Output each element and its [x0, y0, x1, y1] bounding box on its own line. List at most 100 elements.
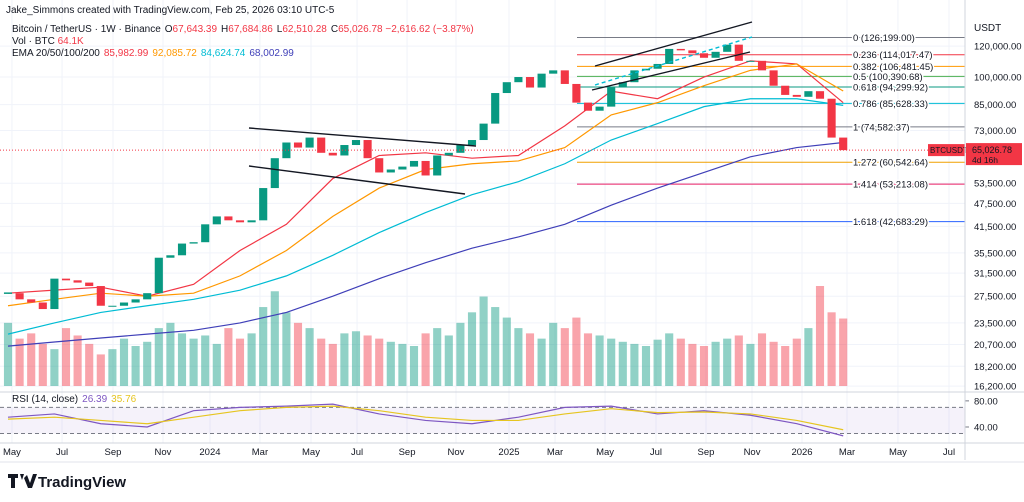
candle — [282, 142, 291, 159]
volume-bar — [305, 328, 314, 386]
volume-bar — [607, 338, 616, 386]
candle — [583, 102, 593, 111]
y-tick-label: 73,000.00 — [974, 126, 1016, 137]
volume-bar — [119, 338, 129, 386]
x-tick-label: Mar — [839, 447, 855, 458]
volume-bar — [224, 328, 233, 386]
volume-bar — [525, 333, 535, 386]
candle — [15, 293, 24, 300]
ema-value: 92,085.72 — [152, 48, 197, 59]
ohlc-key: L — [277, 24, 283, 35]
candle — [433, 155, 442, 176]
volume-bar — [154, 328, 163, 386]
ema-legend: EMA 20/50/100/200 85,982.99 92,085.72 84,62… — [12, 48, 294, 59]
x-tick-label: Jul — [943, 447, 955, 458]
x-tick-label: Mar — [252, 447, 268, 458]
volume-bar — [665, 333, 674, 386]
rsi-line — [7, 405, 844, 431]
candle — [514, 77, 523, 83]
y-tick-label: 120,000.00 — [974, 42, 1022, 53]
volume-bar — [688, 343, 697, 386]
ohlc-value: 67,643.39 — [173, 24, 218, 35]
volume-bar — [734, 335, 743, 386]
candle — [235, 220, 245, 223]
y-tick-label: 47,500.00 — [974, 199, 1016, 210]
candle — [27, 299, 36, 303]
volume-bar — [317, 338, 326, 386]
candle — [665, 48, 674, 64]
candle — [270, 158, 279, 189]
ohlc-value: 62,510.28 — [282, 24, 327, 35]
volume-bar — [282, 312, 291, 386]
x-tick-label: May — [3, 447, 21, 458]
volume-bar — [398, 343, 407, 386]
candle — [212, 216, 221, 225]
volume-bar — [293, 322, 303, 386]
fib-label: 0.618 (94,299.92) — [853, 82, 928, 93]
candle — [177, 243, 187, 256]
candle — [293, 142, 303, 148]
trend-line — [594, 21, 753, 67]
volume-bar — [827, 312, 836, 386]
candle — [595, 106, 604, 111]
candle — [398, 166, 407, 170]
volume-bar — [699, 346, 709, 386]
volume-bar — [421, 333, 430, 386]
candle — [618, 82, 627, 88]
candle — [572, 83, 581, 103]
volume-bar — [549, 322, 558, 386]
ema-line — [7, 98, 844, 335]
volume-legend: Vol · BTC 64.1K — [12, 36, 84, 47]
volume-bar — [815, 286, 825, 386]
x-tick-label: 2025 — [498, 447, 519, 458]
rsi-line — [7, 403, 844, 437]
candle — [143, 293, 152, 300]
candle — [421, 160, 430, 176]
ema-value: 68,002.99 — [249, 48, 294, 59]
candle — [189, 242, 198, 244]
volume-bar — [363, 335, 372, 386]
volume-bar — [375, 338, 384, 386]
fib-label: 0.786 (85,628.33) — [853, 99, 928, 110]
candle — [61, 278, 71, 281]
volume-bar — [270, 291, 279, 386]
candle — [723, 44, 732, 52]
candle — [108, 305, 117, 307]
symbol-tag-text: BTCUSDT — [930, 146, 968, 155]
candle — [224, 216, 233, 221]
candle — [328, 152, 337, 156]
candle — [340, 145, 349, 156]
volume-bar — [653, 339, 662, 386]
rsi-pane — [0, 403, 965, 437]
volume-bar — [189, 338, 198, 386]
x-tick-label: Sep — [698, 447, 715, 458]
volume-bar — [618, 341, 627, 386]
volume-bar — [61, 328, 71, 386]
candle — [479, 123, 488, 141]
volume-bar — [143, 341, 152, 386]
candle — [351, 140, 361, 146]
x-tick-label: Nov — [744, 447, 761, 458]
ohlc-value: 67,684.86 — [228, 24, 273, 35]
volume-bar — [328, 343, 337, 386]
volume-bar — [247, 333, 256, 386]
volume-bar — [781, 346, 790, 386]
trend-line — [591, 51, 751, 91]
fib-label: 1.272 (60,542.64) — [853, 158, 928, 169]
volume-bar — [433, 328, 442, 386]
fib-label: 0.382 (106,481.45) — [853, 62, 933, 73]
volume-bar — [212, 343, 221, 386]
candle — [444, 152, 453, 156]
volume-bar — [27, 333, 36, 386]
fib-label: 0.5 (100,390.68) — [853, 72, 923, 83]
x-tick-label: 2026 — [791, 447, 812, 458]
price-tag — [966, 143, 1022, 166]
trend-line — [594, 36, 753, 86]
x-tick-label: 2024 — [199, 447, 220, 458]
logo: TradingView — [8, 474, 126, 491]
candle — [781, 85, 790, 95]
candle — [166, 255, 175, 258]
candle — [699, 53, 709, 58]
volume-bar — [537, 338, 546, 386]
candle — [607, 87, 616, 107]
